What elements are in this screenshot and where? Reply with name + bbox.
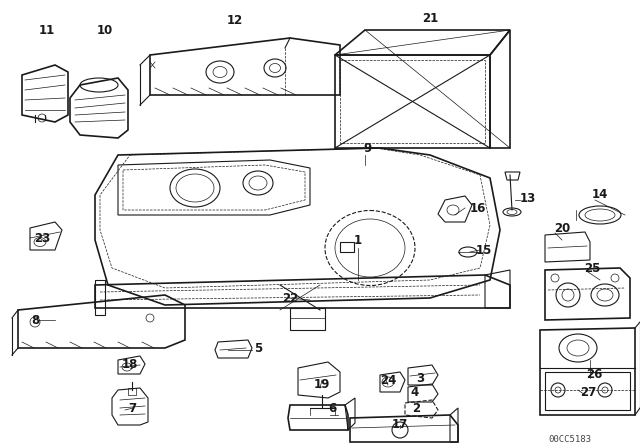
Text: 17: 17 [392,418,408,431]
Text: 16: 16 [470,202,486,215]
Text: 19: 19 [314,379,330,392]
Text: 14: 14 [592,189,608,202]
Text: 12: 12 [227,13,243,26]
Text: 10: 10 [97,23,113,36]
Text: 24: 24 [380,374,396,387]
Text: 13: 13 [520,191,536,204]
Text: 9: 9 [364,142,372,155]
Text: 18: 18 [122,358,138,371]
Text: 15: 15 [476,244,492,257]
Text: 22: 22 [282,292,298,305]
Text: 00CC5183: 00CC5183 [548,435,591,444]
Text: 11: 11 [39,23,55,36]
Text: 25: 25 [584,262,600,275]
Text: 20: 20 [554,221,570,234]
Text: 26: 26 [586,367,602,380]
Text: 1: 1 [354,233,362,246]
Text: 8: 8 [31,314,39,327]
Text: 23: 23 [34,232,50,245]
Text: 2: 2 [412,401,420,414]
Text: 21: 21 [422,12,438,25]
Text: 6: 6 [328,401,336,414]
Text: 5: 5 [254,341,262,354]
Text: 4: 4 [411,387,419,400]
Text: 3: 3 [416,371,424,384]
Text: 7: 7 [128,401,136,414]
Text: 27: 27 [580,385,596,399]
